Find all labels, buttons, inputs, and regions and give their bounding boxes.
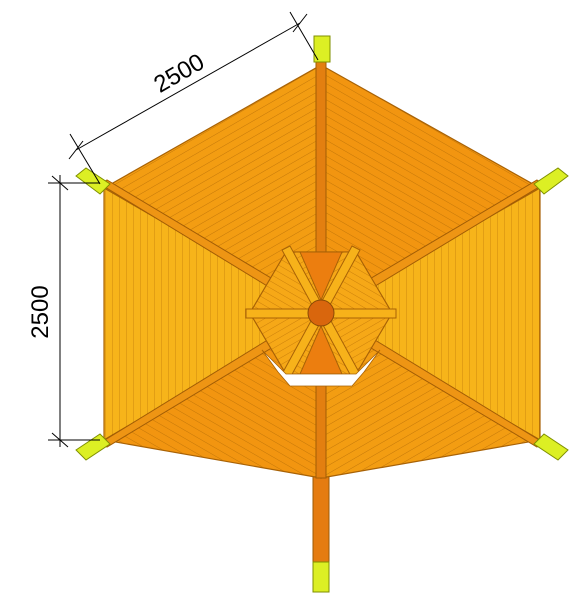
dimension-side-height-label: 2500 bbox=[27, 285, 54, 338]
dim-diag-tick-left bbox=[68, 140, 84, 160]
dim-diag-tick-right bbox=[292, 13, 308, 33]
post-cap-bottom-left bbox=[75, 433, 111, 461]
post-cap-bottom-right bbox=[533, 433, 569, 461]
roof-cupola bbox=[245, 245, 397, 387]
dimension-side-length bbox=[68, 11, 319, 185]
center-hub bbox=[307, 299, 335, 327]
cupola-opening bbox=[261, 349, 381, 387]
post-cap-top bbox=[313, 35, 331, 63]
dim-vert-tick-top bbox=[51, 175, 69, 191]
dimension-side-height bbox=[48, 175, 100, 448]
dim-vert-tick-bottom bbox=[51, 432, 69, 448]
cupola-dark-top bbox=[299, 251, 343, 302]
post-caps bbox=[75, 35, 569, 593]
dim-diag-line bbox=[75, 22, 301, 151]
post-cap-top-left bbox=[75, 167, 111, 195]
post-cap-bottom bbox=[312, 561, 330, 593]
dim-diag-extension-right bbox=[289, 11, 319, 61]
post-cap-top-right bbox=[533, 167, 569, 195]
dim-diag-extension-left bbox=[69, 133, 101, 185]
front-post bbox=[312, 469, 330, 565]
